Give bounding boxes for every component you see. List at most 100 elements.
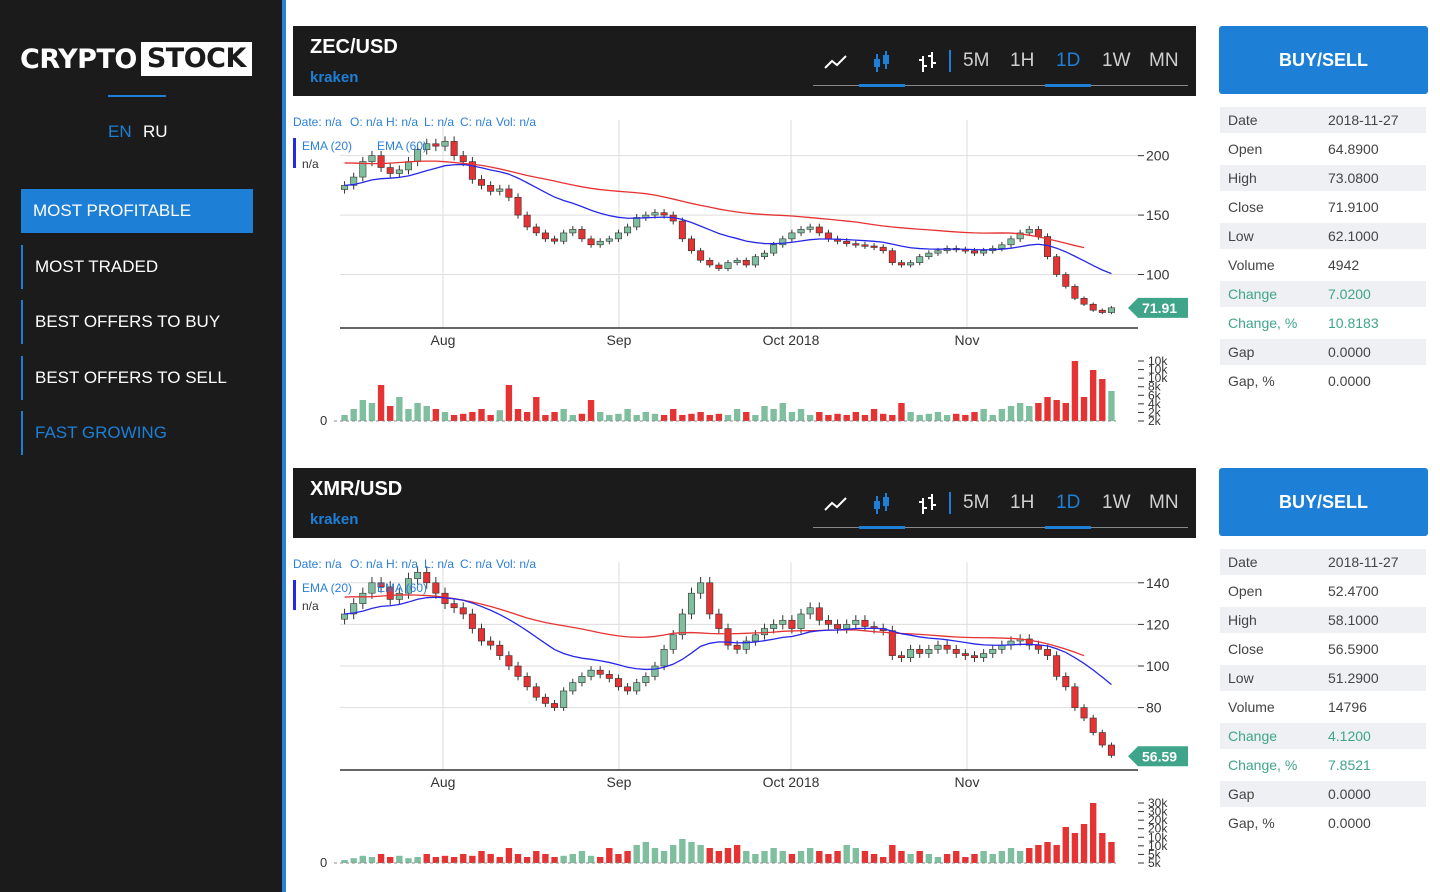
menu-item-most-traded[interactable]: MOST TRADED	[21, 245, 253, 289]
price-chart[interactable]: 200 150 100 Aug Sep Oct 2018 Nov 71.91 Date: n/a…	[288, 108, 1188, 448]
volume-bar	[925, 413, 933, 421]
chart-header: XMR/USD kraken 5M 1H 1D	[293, 468, 1196, 538]
menu-item-best-offers-to-buy[interactable]: BEST OFFERS TO BUY	[21, 300, 253, 344]
timeframe-1d[interactable]: 1D	[1056, 492, 1081, 513]
timeframe-1h[interactable]: 1H	[1010, 50, 1035, 71]
lang-ru-button[interactable]: RU	[143, 122, 168, 141]
candle	[1098, 732, 1106, 746]
timeframe-1h[interactable]: 1H	[1010, 492, 1035, 513]
price-tick-label: 150	[1146, 207, 1170, 223]
candle	[551, 238, 559, 242]
stats-key: Date	[1228, 554, 1258, 570]
candle	[925, 649, 933, 654]
stats-key: Open	[1228, 141, 1263, 157]
pair-title: XMR/USD	[310, 478, 403, 500]
last-price-badge	[1128, 297, 1188, 318]
candle	[395, 169, 403, 174]
timeframe-5m[interactable]: 5M	[963, 492, 990, 513]
candle	[569, 229, 577, 234]
sidebar	[0, 0, 282, 892]
ohlc-bars-icon[interactable]	[917, 492, 939, 516]
stats-value: 0.0000	[1328, 344, 1371, 360]
stats-key: Gap	[1228, 786, 1255, 802]
volume-tick-label: 5k	[1148, 847, 1162, 861]
candle	[587, 669, 595, 677]
timeframe-5m[interactable]: 5M	[963, 50, 990, 71]
candle	[815, 226, 823, 234]
ema60-legend: EMA (60)	[377, 139, 427, 153]
timeframe-1d[interactable]: 1D	[1056, 50, 1081, 71]
candle	[907, 649, 915, 658]
price-tick-label: 100	[1146, 658, 1170, 674]
candlestick-icon[interactable]	[871, 50, 893, 74]
lang-en-button[interactable]: EN	[108, 122, 132, 141]
volume-bar	[1007, 406, 1015, 421]
volume-bar	[1108, 391, 1115, 421]
volume-bar	[953, 851, 960, 863]
volume-bar	[1099, 379, 1106, 421]
candle	[423, 572, 431, 584]
candle	[861, 619, 869, 627]
candle	[934, 644, 942, 650]
ohlc-legend-vol: Vol: n/a	[496, 115, 536, 129]
timeframe-1w[interactable]: 1W	[1102, 492, 1131, 513]
timeframe-mn[interactable]: MN	[1149, 492, 1179, 513]
volume-bar	[606, 848, 613, 863]
volume-bar	[934, 857, 942, 863]
sidebar-divider	[282, 0, 286, 892]
stats-row: Gap, % 0.0000	[1220, 368, 1426, 397]
exchange-link[interactable]: kraken	[310, 511, 359, 528]
line-chart-icon[interactable]	[823, 50, 849, 74]
stats-value: 0.0000	[1328, 815, 1371, 831]
volume-bar	[980, 851, 987, 863]
candle	[478, 179, 486, 186]
x-tick-label: Oct 2018	[763, 332, 820, 348]
menu-item-fast-growing[interactable]: FAST GROWING	[21, 411, 253, 455]
volume-bar	[889, 415, 896, 421]
brand-logo[interactable]: CRYPTO STOCK	[20, 42, 252, 76]
buy-sell-button[interactable]: BUY/SELL	[1219, 26, 1428, 94]
buy-sell-button[interactable]: BUY/SELL	[1219, 468, 1428, 536]
candle	[916, 256, 924, 263]
price-chart[interactable]: 140 120 100 80 Aug Sep Oct 2018 Nov 56.59 Date: n…	[288, 550, 1188, 890]
exchange-link[interactable]: kraken	[310, 69, 359, 86]
menu-item-best-offers-to-sell[interactable]: BEST OFFERS TO SELL	[21, 356, 253, 400]
candle	[614, 232, 622, 240]
candle	[350, 176, 358, 186]
ema-legend-value: n/a	[302, 599, 319, 613]
volume-bar	[880, 857, 887, 863]
volume-bar	[441, 855, 449, 863]
stats-row: Low 62.1000	[1220, 223, 1426, 252]
volume-bar	[852, 848, 860, 863]
volume-bar	[569, 854, 576, 863]
volume-bar	[706, 415, 713, 421]
volume-bar	[1044, 842, 1051, 863]
volume-bar	[432, 409, 440, 421]
candlestick-icon[interactable]	[871, 492, 893, 516]
stats-value: 0.0000	[1328, 786, 1371, 802]
volume-bar	[1089, 370, 1097, 421]
candle	[852, 243, 860, 246]
candle	[843, 240, 851, 244]
candle	[1071, 286, 1079, 299]
stats-table: Date 2018-11-27 Open 52.4700 High 58.1000 Clos…	[1220, 549, 1426, 839]
candle	[852, 619, 860, 625]
active-chart-type-underline	[859, 526, 905, 529]
volume-tick-label: 2k	[1148, 405, 1162, 419]
volume-tick-label: 10k	[1148, 354, 1168, 368]
candle	[341, 185, 349, 190]
volume-bar	[387, 857, 394, 863]
volume-zero-label: 0	[320, 855, 327, 870]
candle	[614, 678, 622, 688]
candle	[761, 628, 769, 636]
volume-bar	[377, 385, 385, 421]
ohlc-bars-icon[interactable]	[917, 50, 939, 74]
timeframe-1w[interactable]: 1W	[1102, 50, 1131, 71]
volume-bar	[551, 857, 558, 863]
line-chart-icon[interactable]	[823, 492, 849, 516]
volume-bar	[752, 415, 759, 421]
volume-bar	[396, 397, 403, 421]
timeframe-mn[interactable]: MN	[1149, 50, 1179, 71]
menu-item-most-profitable[interactable]: MOST PROFITABLE	[21, 189, 253, 233]
candle	[687, 592, 695, 615]
